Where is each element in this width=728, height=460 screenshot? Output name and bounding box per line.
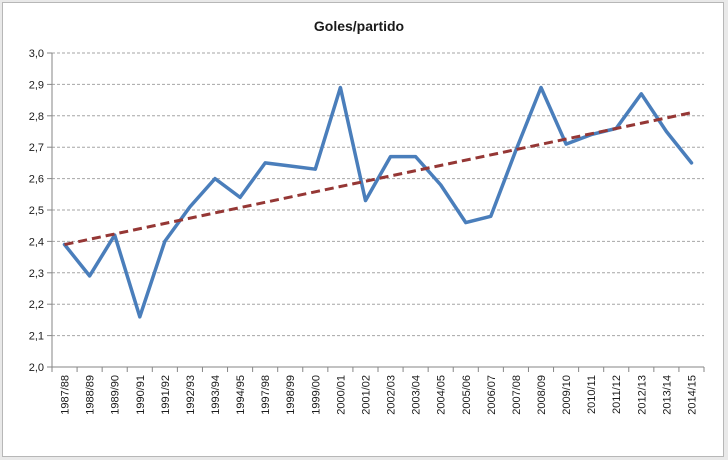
chart-title: Goles/partido bbox=[314, 18, 404, 34]
x-tick-label: 1999/00 bbox=[310, 375, 322, 415]
x-tick-label: 1987/88 bbox=[60, 375, 72, 415]
y-tick-label: 2,5 bbox=[29, 205, 44, 217]
x-tick-label: 1997/98 bbox=[260, 375, 272, 415]
y-tick-label: 2,2 bbox=[29, 299, 44, 311]
x-tick-label: 2009/10 bbox=[561, 375, 573, 415]
series-layer bbox=[62, 85, 694, 319]
x-tick-label: 2006/07 bbox=[486, 375, 498, 415]
x-tick-label: 2000/01 bbox=[335, 375, 347, 415]
y-tick-label: 2,0 bbox=[29, 362, 44, 374]
x-axis-ticks: 1987/88 1988/89 1989/90 1990/91 1991/92 1992/… bbox=[60, 375, 699, 415]
x-tick-label: 2007/08 bbox=[511, 375, 523, 415]
x-tick-label: 2003/04 bbox=[411, 375, 423, 415]
y-tick-label: 2,8 bbox=[29, 111, 44, 123]
x-tick-label: 2013/14 bbox=[661, 375, 673, 415]
x-tick-label: 1994/95 bbox=[235, 375, 247, 415]
y-axis-ticks: 2,0 2,1 2,2 2,3 2,4 2,5 2,6 2,7 2,8 2,9 3,0 bbox=[29, 48, 44, 374]
x-tick-label: 1993/94 bbox=[210, 375, 222, 415]
y-tick-label: 2,7 bbox=[29, 142, 44, 154]
x-tick-label: 1990/91 bbox=[135, 375, 147, 415]
x-tick-label: 2004/05 bbox=[436, 375, 448, 415]
y-tick-label: 2,3 bbox=[29, 268, 44, 280]
y-tick-label: 2,6 bbox=[29, 174, 44, 186]
x-tick-label: 1991/92 bbox=[160, 375, 172, 415]
y-tick-label: 2,4 bbox=[29, 236, 44, 248]
x-tick-label: 2008/09 bbox=[536, 375, 548, 415]
series-line bbox=[62, 85, 694, 319]
trendline bbox=[64, 111, 692, 247]
x-tick-label: 2002/03 bbox=[386, 375, 398, 415]
x-tick-label: 1992/93 bbox=[185, 375, 197, 415]
y-tick-label: 2,1 bbox=[29, 331, 44, 343]
y-tick-label: 3,0 bbox=[29, 48, 44, 60]
x-tick-label: 2011/12 bbox=[611, 375, 623, 414]
x-tick-label: 2001/02 bbox=[360, 375, 372, 415]
x-tick-label: 1998/99 bbox=[285, 375, 297, 415]
x-tick-label: 1988/89 bbox=[85, 375, 97, 415]
x-tick-label: 2014/15 bbox=[686, 375, 698, 415]
y-tick-label: 2,9 bbox=[29, 79, 44, 91]
x-tick-label: 2012/13 bbox=[636, 375, 648, 415]
x-tick-label: 1989/90 bbox=[110, 375, 122, 415]
x-tick-label: 2005/06 bbox=[461, 375, 473, 415]
gridlines bbox=[52, 52, 704, 337]
x-tick-label: 2010/11 bbox=[586, 375, 598, 414]
trend-layer bbox=[64, 111, 692, 247]
line-chart: Goles/partido 2,02,12,22,32,42,52,62,72,… bbox=[29, 18, 705, 415]
axes bbox=[47, 52, 705, 372]
